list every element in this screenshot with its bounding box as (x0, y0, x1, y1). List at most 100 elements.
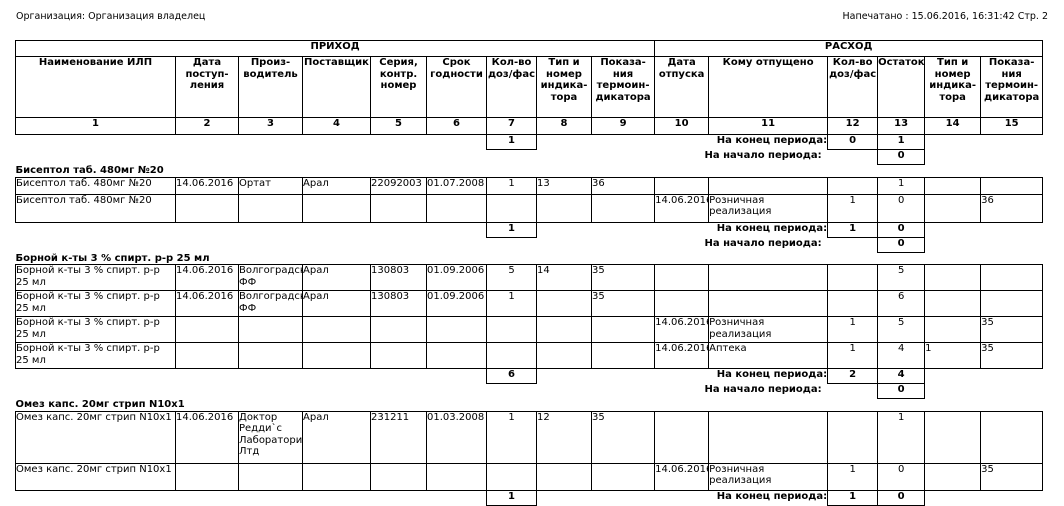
cell-out_date (654, 290, 710, 317)
cell-manufacturer (238, 193, 303, 223)
cell-in_date: 14.06.2016 (175, 290, 239, 317)
cell-in_thermo (590, 193, 656, 223)
col-number-6: 6 (426, 117, 487, 135)
cell-name: Борной к-ты 3 % спирт. р-р 25 мл (15, 342, 176, 369)
group-period-end-row: 1 На конец периода: 1 0 (16, 221, 1043, 238)
cell-recipient: Аптека (708, 342, 829, 369)
group-title: Омез капс. 20мг стрип N10x1 (15, 399, 185, 410)
cell-recipient: Розничная реализация (708, 193, 829, 223)
cell-manufacturer (238, 342, 303, 369)
group-period-end-label: На конец периода: (716, 490, 828, 502)
col-header-6: Срок годности (426, 56, 487, 118)
cell-name: Бисептол таб. 480мг №20 (15, 176, 176, 195)
col-number-14: 14 (924, 117, 982, 135)
cell-out_indicator (924, 290, 982, 317)
cell-supplier: Арал (302, 290, 371, 317)
ledger-row: Борной к-ты 3 % спирт. р-р 25 мл 14.06.20… (15, 316, 1044, 343)
cell-in_thermo (590, 462, 656, 491)
col-number-7: 7 (486, 117, 537, 135)
group-period-end-balance: 4 (877, 368, 926, 384)
col-header-1: Наименование ИЛП (15, 56, 176, 118)
header-number-row: 1 2 3 4 5 6 7 8 9 10 11 12 13 14 15 (15, 117, 1044, 135)
col-number-4: 4 (302, 117, 371, 135)
cell-in_thermo: 35 (590, 410, 656, 464)
cell-in_qty (486, 316, 537, 343)
cell-series (370, 193, 427, 223)
cell-in_qty (486, 462, 537, 491)
cell-expiry: 01.09.2006 (426, 264, 487, 291)
cell-recipient (708, 410, 829, 464)
col-header-10: Дата отпуска (654, 56, 710, 118)
cell-expiry (426, 342, 487, 369)
summary-period-end-label: На конец периода: (716, 135, 828, 146)
cell-supplier (302, 193, 371, 223)
cell-series: 231211 (370, 410, 427, 464)
cell-supplier: Арал (302, 176, 371, 195)
cell-in_thermo: 36 (590, 176, 656, 195)
ledger-row: Омез капс. 20мг стрип N10x1 14.06.2016 Роз… (15, 462, 1044, 491)
col-number-10: 10 (654, 117, 710, 135)
group-period-start-label: На начало периода: (704, 150, 822, 161)
ledger-row: Омез капс. 20мг стрип N10x1 14.06.2016 Док… (15, 410, 1044, 464)
cell-manufacturer: Доктор Редди`с Лаборатори Лтд (238, 410, 303, 464)
cell-out_date (654, 176, 710, 195)
group-period-start-row: На начало периода: 0 (16, 383, 1043, 399)
col-header-7: Кол-во доз/фас (486, 56, 537, 118)
cell-expiry: 01.07.2008 (426, 176, 487, 195)
cell-out_date: 14.06.2016 (654, 316, 710, 343)
cell-out_thermo: 36 (980, 193, 1044, 223)
cell-manufacturer: Волгоградская ФФ (238, 290, 303, 317)
col-number-1: 1 (15, 117, 176, 135)
col-header-5: Серия, контр. номер (370, 56, 427, 118)
cell-out_date: 14.06.2016 (654, 462, 710, 491)
cell-series: 22092003 (370, 176, 427, 195)
cell-out_thermo: 35 (980, 342, 1044, 369)
cell-balance: 5 (877, 316, 926, 343)
group-title-row: Омез капс. 20мг стрип N10x1 (16, 399, 1043, 412)
cell-out_indicator (924, 264, 982, 291)
cell-in_indicator (536, 462, 592, 491)
col-number-13: 13 (877, 117, 926, 135)
cell-in_indicator (536, 290, 592, 317)
col-header-13: Остаток (877, 56, 926, 118)
group-period-start-balance: 0 (877, 236, 926, 253)
group-title-row: Бисептол таб. 480мг №20 (16, 165, 1043, 178)
cell-supplier (302, 316, 371, 343)
cell-out_thermo (980, 410, 1044, 464)
group-period-start-label: На начало периода: (704, 384, 822, 395)
cell-in_qty: 1 (486, 290, 537, 317)
group-period-end-label: На конец периода: (716, 369, 828, 380)
cell-balance: 1 (877, 176, 926, 195)
cell-out_qty: 1 (827, 193, 879, 223)
cell-name: Борной к-ты 3 % спирт. р-р 25 мл (15, 264, 176, 291)
group-title: Бисептол таб. 480мг №20 (15, 165, 164, 176)
col-number-11: 11 (708, 117, 829, 135)
cell-out_thermo: 35 (980, 316, 1044, 343)
cell-out_qty: 1 (827, 342, 879, 369)
col-header-2: Дата поступ-ления (175, 56, 239, 118)
cell-in_indicator (536, 193, 592, 223)
cell-out_thermo: 35 (980, 462, 1044, 491)
cell-expiry (426, 462, 487, 491)
cell-out_indicator (924, 193, 982, 223)
cell-in_date: 14.06.2016 (175, 410, 239, 464)
cell-name: Борной к-ты 3 % спирт. р-р 25 мл (15, 316, 176, 343)
cell-out_qty (827, 410, 879, 464)
cell-in_qty (486, 193, 537, 223)
cell-manufacturer (238, 316, 303, 343)
cell-expiry (426, 316, 487, 343)
cell-series: 130803 (370, 264, 427, 291)
cell-in_date (175, 462, 239, 491)
cell-out_indicator (924, 176, 982, 195)
cell-in_date (175, 316, 239, 343)
cell-in_date: 14.06.2016 (175, 264, 239, 291)
col-header-3: Произ-водитель (238, 56, 303, 118)
cell-out_indicator (924, 410, 982, 464)
col-number-12: 12 (827, 117, 879, 135)
ledger-row: Бисептол таб. 480мг №20 14.06.2016 Розничн… (15, 193, 1044, 223)
group-period-end-incoming: 1 (486, 221, 537, 238)
cell-in_indicator (536, 342, 592, 369)
cell-out_qty (827, 290, 879, 317)
group-period-start-balance: 0 (877, 149, 926, 165)
cell-balance: 5 (877, 264, 926, 291)
